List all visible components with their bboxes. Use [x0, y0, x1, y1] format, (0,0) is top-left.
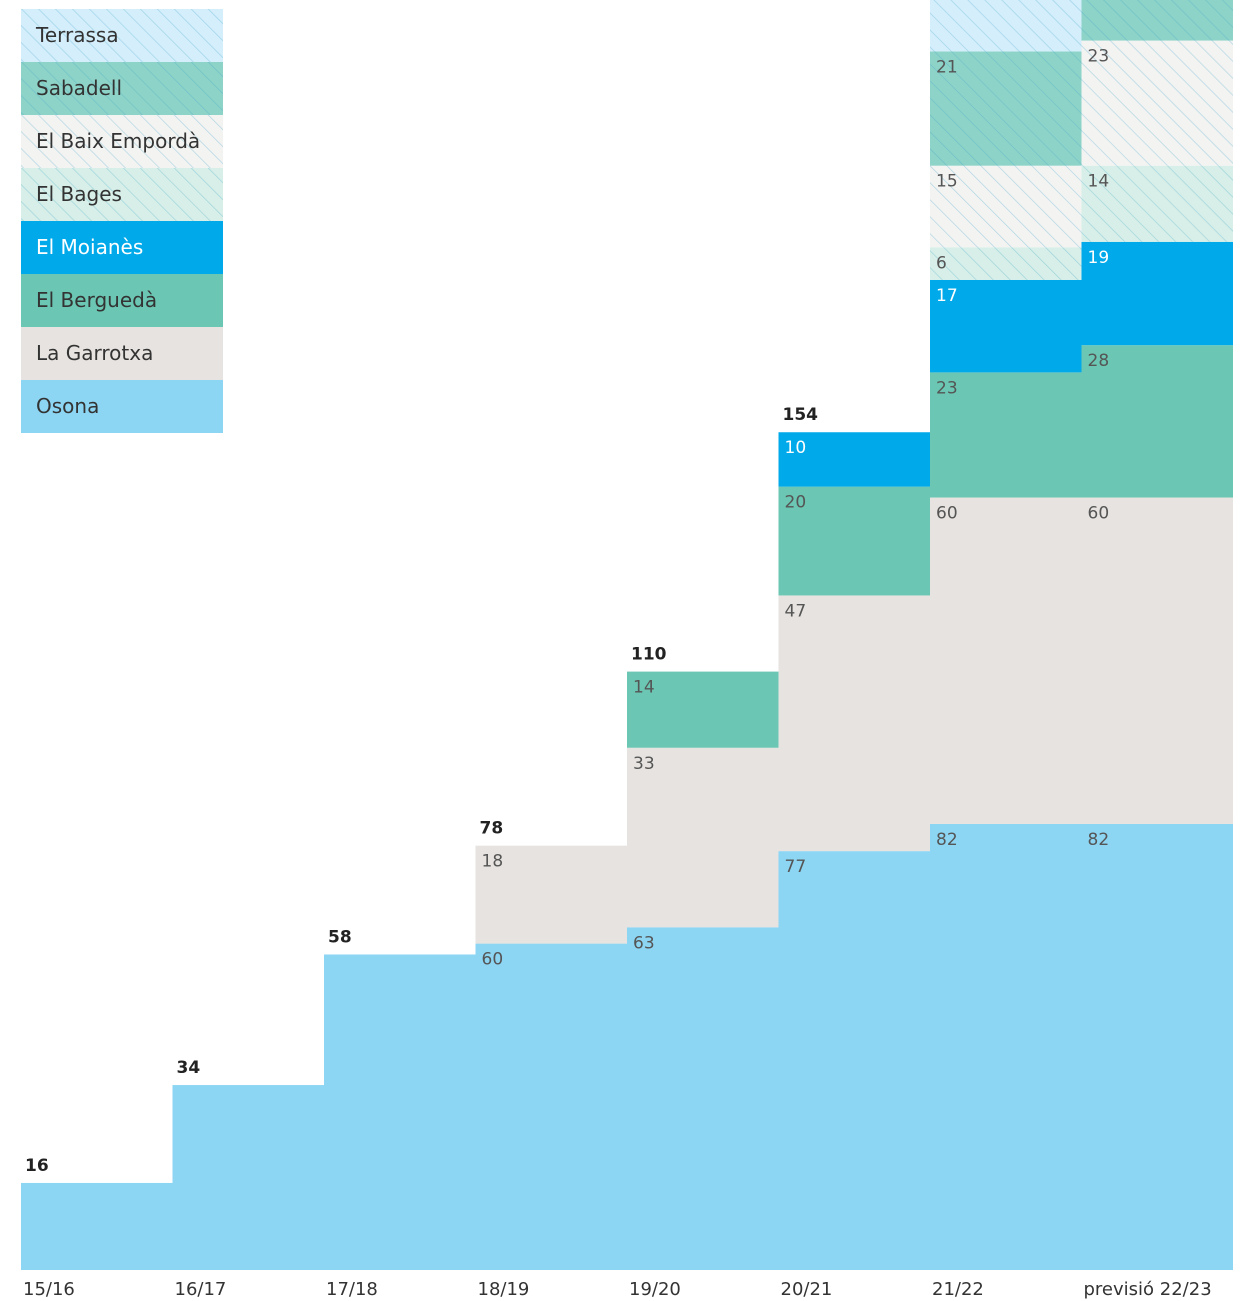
legend-label: Sabadell — [36, 76, 123, 100]
x-tick-label: previsió 22/23 — [1084, 1279, 1212, 1300]
legend-swatch — [21, 115, 223, 168]
bar-segment-la-garrotxa-4 — [627, 747, 779, 928]
segment-value-label: 20 — [785, 493, 807, 513]
bar-segment-el-moianes-6 — [930, 279, 1082, 373]
bar-segment-el-bergueda-4 — [627, 671, 779, 748]
segment-value-label: 60 — [1088, 504, 1110, 524]
bar-segment-osona-4 — [627, 927, 779, 1270]
bar-segment-el-bergueda-7 — [1081, 345, 1233, 498]
legend-item-el-moianes: El Moianès — [21, 221, 223, 274]
bar-hatch-sabadell-7 — [1081, 0, 1233, 41]
bar-segment-la-garrotxa-5 — [778, 595, 930, 852]
legend-label: Terrassa — [36, 23, 119, 47]
segment-value-label: 28 — [1088, 351, 1110, 371]
segment-value-label: 19 — [1088, 248, 1110, 268]
bar-segment-el-moianes-5 — [778, 432, 930, 487]
segment-value-label: 23 — [1088, 47, 1110, 67]
legend-label: Osona — [36, 394, 100, 418]
segment-value-label: 21 — [936, 57, 958, 77]
bar-segment-la-garrotxa-6 — [930, 497, 1082, 824]
segment-value-label: 82 — [936, 830, 958, 850]
legend-item-el-bages: El Bages — [21, 168, 223, 221]
legend-swatch — [21, 327, 223, 380]
bar-segment-osona-3 — [475, 943, 627, 1270]
bar-hatch-sabadell-6 — [930, 51, 1082, 166]
bar-hatch-el-baix-emporda-6 — [930, 165, 1082, 248]
legend-swatch — [21, 274, 223, 327]
x-tick-label: 19/20 — [629, 1279, 681, 1300]
bar-hatch-el-baix-emporda-7 — [1081, 40, 1233, 166]
segment-value-label: 18 — [482, 852, 504, 872]
legend-label: La Garrotxa — [36, 341, 154, 365]
legend-item-el-baix-emporda: El Baix Empordà — [21, 115, 223, 168]
legend-swatch — [21, 380, 223, 433]
total-labels-group: 16 34 58 78 110 154 — [25, 405, 818, 1176]
legend-label: El Berguedà — [36, 288, 158, 312]
bars-group — [21, 0, 1233, 1270]
bar-segment-la-garrotxa-7 — [1081, 497, 1233, 824]
legend-label: El Baix Empordà — [36, 129, 201, 153]
segment-value-label: 14 — [1088, 172, 1110, 192]
segment-value-label: 63 — [633, 933, 655, 953]
x-tick-label: 20/21 — [781, 1279, 833, 1300]
bar-segment-el-moianes-7 — [1081, 241, 1233, 346]
segment-value-label: 47 — [785, 601, 807, 621]
legend-label: El Moianès — [36, 235, 144, 259]
segment-value-label: 14 — [633, 678, 655, 698]
bar-segment-la-garrotxa-3 — [475, 845, 627, 944]
segment-value-label: 60 — [936, 504, 958, 524]
segment-value-label: 17 — [936, 286, 958, 306]
segment-value-label: 33 — [633, 754, 655, 774]
legend-item-el-bergueda: El Berguedà — [21, 274, 223, 327]
bar-segment-osona-1 — [172, 1085, 324, 1270]
legend-item-sabadell: Sabadell — [21, 62, 223, 115]
legend-swatch — [21, 62, 223, 115]
x-tick-label: 21/22 — [932, 1279, 984, 1300]
total-value-label: 110 — [631, 645, 667, 665]
segment-value-label: 10 — [785, 438, 807, 458]
x-tick-labels-group: 15/16 16/17 17/18 18/19 19/20 20/21 21/22 previ… — [23, 1279, 1212, 1300]
segment-value-label: 82 — [1088, 830, 1110, 850]
bar-segment-osona-5 — [778, 851, 930, 1270]
x-tick-label: 17/18 — [326, 1279, 378, 1300]
segment-value-label: 6 — [936, 253, 947, 273]
bar-segment-osona-7 — [1081, 823, 1233, 1270]
legend-swatch — [21, 9, 223, 62]
total-value-label: 78 — [480, 819, 504, 839]
legend-swatch — [21, 168, 223, 221]
bar-hatch-el-bages-6 — [930, 247, 1082, 280]
bar-segment-el-bergueda-5 — [778, 486, 930, 596]
bar-hatch-terrassa-6 — [930, 0, 1082, 52]
bar-segment-osona-2 — [324, 954, 476, 1270]
legend-item-osona: Osona — [21, 380, 223, 433]
segment-value-label: 60 — [482, 950, 504, 970]
segment-labels-group: 60 18 63 33 14 77 47 20 10 82 60 23 17 6 15 21 23 82 60 28 1… — [482, 47, 1110, 970]
legend-swatch — [21, 221, 223, 274]
segment-value-label: 77 — [785, 857, 807, 877]
legend-item-terrassa: Terrassa — [21, 9, 223, 62]
segment-value-label: 15 — [936, 172, 958, 192]
bar-hatch-el-bages-7 — [1081, 165, 1233, 242]
total-value-label: 154 — [783, 405, 819, 425]
legend: Terrassa Sabadell El Baix Empordà El Bages E… — [21, 9, 223, 433]
legend-item-la-garrotxa: La Garrotxa — [21, 327, 223, 380]
legend-label: El Bages — [36, 182, 122, 206]
bar-segment-osona-6 — [930, 823, 1082, 1270]
segment-value-label: 23 — [936, 378, 958, 398]
total-value-label: 16 — [25, 1156, 49, 1176]
total-value-label: 58 — [328, 927, 352, 947]
x-tick-label: 16/17 — [175, 1279, 227, 1300]
bar-segment-el-bergueda-6 — [930, 372, 1082, 498]
x-tick-label: 18/19 — [478, 1279, 530, 1300]
total-value-label: 34 — [177, 1058, 201, 1078]
x-tick-label: 15/16 — [23, 1279, 75, 1300]
bar-segment-osona-0 — [21, 1182, 173, 1270]
